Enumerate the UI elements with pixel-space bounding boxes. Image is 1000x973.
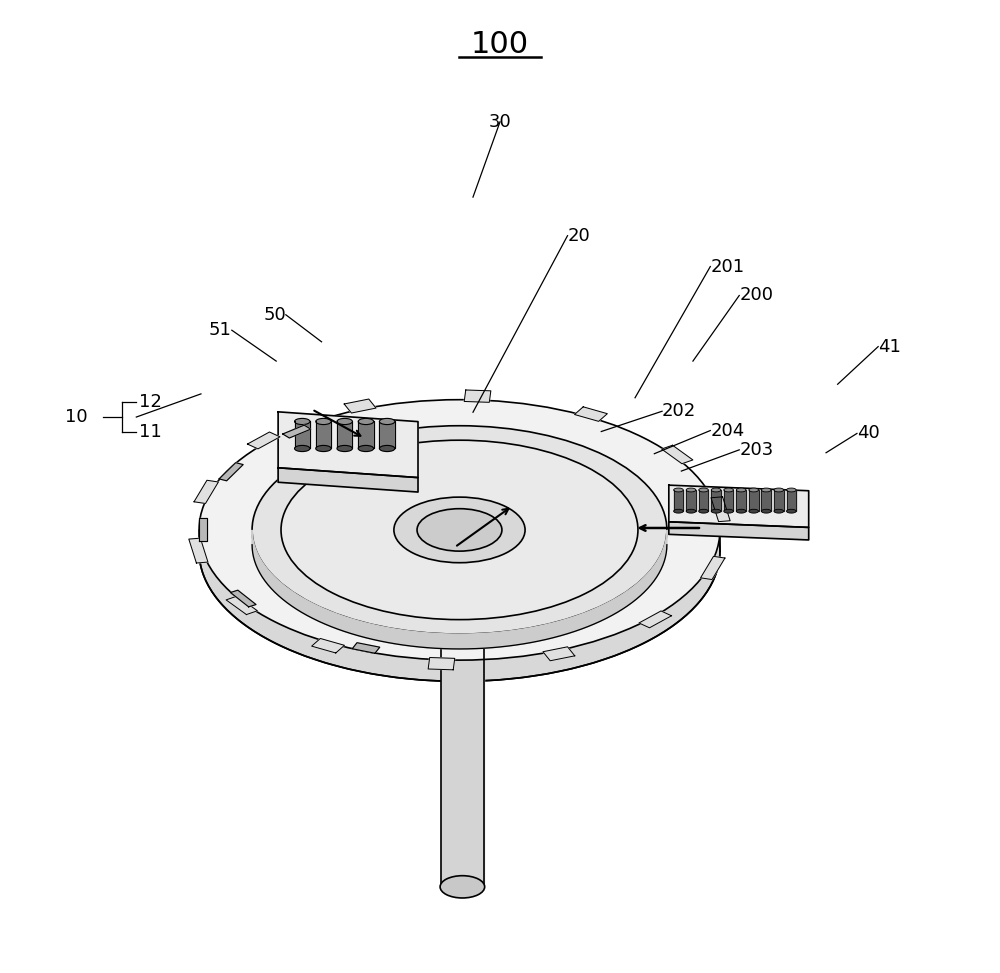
Ellipse shape (749, 509, 759, 513)
Ellipse shape (441, 564, 484, 586)
Ellipse shape (417, 509, 502, 551)
Ellipse shape (787, 488, 796, 492)
Polygon shape (686, 490, 696, 511)
Ellipse shape (711, 509, 721, 513)
Polygon shape (344, 399, 376, 413)
Ellipse shape (761, 509, 771, 513)
Polygon shape (199, 519, 207, 542)
Ellipse shape (337, 418, 352, 424)
Polygon shape (662, 446, 693, 464)
Ellipse shape (699, 488, 708, 492)
Ellipse shape (394, 497, 525, 562)
Ellipse shape (699, 509, 708, 513)
Ellipse shape (787, 509, 796, 513)
Polygon shape (724, 490, 733, 511)
Ellipse shape (295, 418, 310, 424)
Ellipse shape (379, 418, 395, 424)
Ellipse shape (674, 509, 683, 513)
Ellipse shape (358, 446, 374, 451)
Polygon shape (761, 490, 771, 511)
Polygon shape (639, 611, 672, 628)
Text: 20: 20 (568, 227, 590, 244)
Ellipse shape (761, 488, 771, 492)
Polygon shape (736, 490, 746, 511)
Ellipse shape (358, 418, 374, 424)
Polygon shape (337, 421, 352, 449)
Ellipse shape (749, 488, 759, 492)
Polygon shape (352, 643, 380, 653)
Polygon shape (230, 591, 256, 607)
Polygon shape (247, 432, 280, 449)
Polygon shape (312, 638, 344, 653)
Polygon shape (787, 490, 796, 511)
Polygon shape (464, 390, 491, 402)
Polygon shape (701, 557, 725, 580)
Text: 200: 200 (739, 286, 773, 305)
Ellipse shape (316, 418, 331, 424)
Polygon shape (283, 425, 311, 438)
Polygon shape (316, 421, 331, 449)
Polygon shape (278, 412, 418, 478)
Ellipse shape (252, 426, 667, 634)
Polygon shape (711, 490, 721, 511)
Text: 10: 10 (65, 408, 88, 426)
Ellipse shape (774, 509, 784, 513)
Text: 202: 202 (662, 402, 696, 420)
Ellipse shape (686, 488, 696, 492)
Polygon shape (699, 490, 708, 511)
Ellipse shape (295, 446, 310, 451)
Ellipse shape (724, 509, 733, 513)
Polygon shape (199, 530, 720, 681)
Ellipse shape (281, 440, 638, 620)
Ellipse shape (199, 400, 720, 660)
Text: 201: 201 (710, 258, 744, 275)
Polygon shape (669, 522, 809, 540)
Polygon shape (358, 421, 374, 449)
Ellipse shape (711, 488, 721, 492)
Polygon shape (295, 421, 310, 449)
Text: 50: 50 (263, 306, 286, 324)
Text: 203: 203 (739, 441, 773, 459)
Polygon shape (543, 647, 575, 661)
Polygon shape (194, 481, 218, 503)
Text: 41: 41 (878, 338, 901, 355)
Polygon shape (226, 596, 257, 615)
Polygon shape (189, 538, 208, 563)
Ellipse shape (724, 488, 733, 492)
Ellipse shape (337, 446, 352, 451)
Ellipse shape (736, 488, 746, 492)
Text: 11: 11 (139, 422, 162, 441)
Text: 51: 51 (209, 321, 232, 340)
Ellipse shape (736, 509, 746, 513)
Text: 12: 12 (139, 393, 162, 411)
Ellipse shape (440, 876, 485, 898)
Polygon shape (219, 463, 243, 481)
Text: 30: 30 (489, 113, 511, 130)
Text: 40: 40 (857, 424, 880, 443)
Polygon shape (674, 490, 683, 511)
Polygon shape (252, 530, 667, 649)
Polygon shape (749, 490, 759, 511)
Ellipse shape (686, 509, 696, 513)
Ellipse shape (674, 488, 683, 492)
Polygon shape (379, 421, 395, 449)
Polygon shape (428, 658, 455, 669)
Polygon shape (711, 497, 730, 522)
Polygon shape (441, 575, 484, 886)
Ellipse shape (379, 446, 395, 451)
Ellipse shape (774, 488, 784, 492)
Text: 100: 100 (471, 30, 529, 59)
Polygon shape (669, 486, 809, 527)
Polygon shape (278, 468, 418, 492)
Polygon shape (575, 407, 607, 421)
Polygon shape (774, 490, 784, 511)
Ellipse shape (316, 446, 331, 451)
Text: 204: 204 (710, 421, 745, 440)
